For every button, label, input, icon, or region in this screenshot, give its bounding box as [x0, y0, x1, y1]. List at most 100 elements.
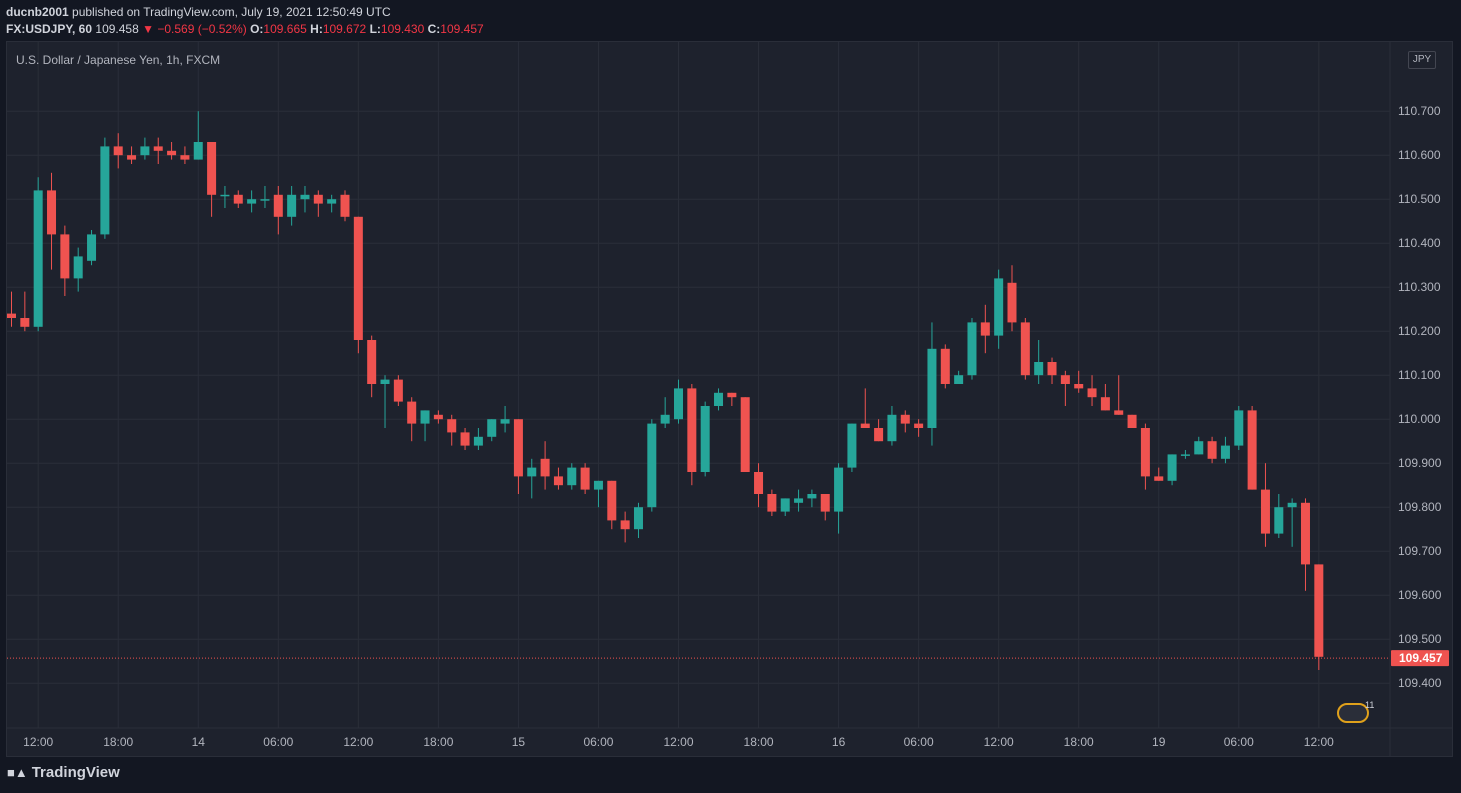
grid-lines: [7, 42, 1390, 728]
candle-body: [647, 423, 657, 508]
candle-body: [140, 146, 150, 156]
candle-body: [674, 388, 683, 420]
candle-body: [1047, 362, 1057, 376]
y-tick-label: 109.400: [1398, 676, 1442, 690]
current-price-line: 109.457: [7, 650, 1449, 667]
candle-body: [714, 392, 724, 406]
candle-body: [100, 146, 110, 235]
candle-body: [754, 472, 764, 494]
candle-body: [660, 414, 670, 424]
candle-body: [607, 480, 617, 521]
candle-body: [460, 432, 470, 446]
x-tick-label: 06:00: [1224, 735, 1254, 749]
candle-body: [33, 190, 43, 327]
candle-body: [1034, 362, 1044, 376]
y-tick-label: 109.700: [1398, 544, 1442, 558]
candle-body: [847, 423, 857, 468]
chart-panel[interactable]: [6, 41, 1453, 757]
candle-body: [1127, 414, 1137, 428]
candle-body: [247, 199, 257, 204]
candle-body: [780, 498, 790, 512]
candle-body: [820, 494, 830, 512]
candle-body: [900, 414, 910, 424]
candle-body: [1114, 410, 1124, 415]
candle-body: [1274, 507, 1284, 534]
candle-body: [380, 379, 390, 384]
candle-body: [1007, 282, 1017, 323]
candle-body: [967, 322, 977, 376]
x-tick-label: 19: [1152, 735, 1166, 749]
candle-body: [407, 401, 417, 424]
candle-body: [860, 423, 870, 428]
high-label: H:: [310, 22, 323, 36]
candle-body: [1247, 410, 1257, 490]
candle-body: [220, 194, 230, 197]
y-tick-label: 109.900: [1398, 456, 1442, 470]
candle-body: [914, 423, 924, 428]
candle-body: [327, 199, 337, 204]
current-price-label: 109.457: [1399, 651, 1443, 665]
symbol-label: FX:USDJPY, 60: [6, 22, 93, 36]
candle-body: [994, 278, 1004, 336]
currency-button[interactable]: JPY: [1408, 51, 1436, 69]
candle-body: [887, 414, 897, 442]
candle-body: [1074, 384, 1084, 389]
candle-body: [527, 467, 537, 477]
author-name[interactable]: ducnb2001: [6, 5, 69, 19]
brand-name: TradingView: [31, 764, 120, 781]
low-label: L:: [369, 22, 381, 36]
candle-body: [367, 340, 377, 384]
x-tick-label: 16: [832, 735, 846, 749]
candle-body: [340, 194, 350, 217]
candle-body: [73, 256, 83, 279]
y-tick-label: 110.200: [1398, 324, 1441, 338]
candle-body: [1260, 489, 1270, 534]
candle-body: [473, 436, 483, 446]
candle-body: [980, 322, 990, 336]
tradingview-logo[interactable]: ■▲ TradingView: [7, 764, 120, 781]
candle-body: [513, 419, 523, 477]
candle-body: [1100, 397, 1110, 411]
candle-body: [500, 419, 510, 424]
candle-body: [700, 406, 710, 472]
y-tick-label: 110.300: [1398, 280, 1441, 294]
candle-body: [540, 458, 550, 477]
x-tick-label: 06:00: [263, 735, 293, 749]
candle-body: [927, 348, 937, 428]
candle-body: [193, 142, 203, 160]
y-tick-label: 109.500: [1398, 632, 1442, 646]
y-tick-label: 110.100: [1398, 368, 1441, 382]
candle-body: [633, 507, 643, 530]
publish-info: ducnb2001 published on TradingView.com, …: [6, 5, 391, 19]
candle-body: [834, 467, 844, 512]
candle-body: [180, 155, 190, 160]
candle-body: [353, 216, 363, 340]
candle-body: [487, 419, 497, 437]
x-tick-label: 15: [512, 735, 526, 749]
candle-body: [47, 190, 57, 235]
candle-body: [393, 379, 403, 402]
candle-body: [153, 146, 163, 151]
candle-body: [1154, 476, 1164, 481]
candle-body: [207, 142, 217, 195]
close-label: C:: [427, 22, 441, 36]
close-value: 109.457: [440, 22, 484, 36]
candle-body: [553, 476, 563, 486]
open-value: 109.665: [263, 22, 307, 36]
candle-body: [20, 318, 30, 327]
candle-body: [233, 194, 243, 204]
candle-body: [567, 467, 577, 486]
x-tick-label: 12:00: [1304, 735, 1334, 749]
candle-body: [727, 392, 737, 398]
candle-body: [1207, 441, 1217, 459]
last-price: 109.458: [95, 22, 139, 36]
low-value: 109.430: [380, 22, 425, 36]
candles: [7, 111, 1324, 670]
candle-body: [1314, 564, 1324, 657]
events-count: 11: [1365, 700, 1375, 710]
x-tick-label: 12:00: [343, 735, 373, 749]
y-tick-label: 110.400: [1398, 236, 1441, 250]
candle-body: [940, 348, 950, 384]
events-icon[interactable]: [1337, 703, 1369, 723]
